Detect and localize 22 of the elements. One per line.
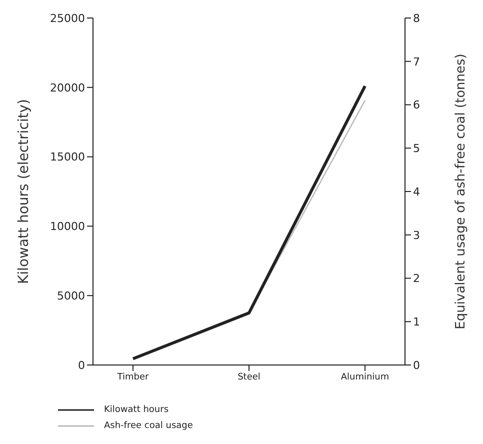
y2-tick-label: 4 xyxy=(413,185,420,198)
x-tick-label: Timber xyxy=(116,372,150,382)
y2-axis-title: Equivalent usage of ash-free coal (tonnes) xyxy=(454,54,469,330)
x-tick-label: Aluminium xyxy=(340,372,390,382)
y2-tick-label: 3 xyxy=(413,228,420,242)
y-tick-label: 20000 xyxy=(50,81,85,94)
y2-tick-label: 2 xyxy=(413,272,420,286)
y2-tick-label: 8 xyxy=(413,12,420,25)
y-tick-label: 0 xyxy=(78,358,85,372)
y2-tick-label: 1 xyxy=(413,316,420,329)
y-tick-label: 25000 xyxy=(50,12,85,25)
x-tick-label: Steel xyxy=(238,372,260,382)
y2-tick-label: 7 xyxy=(413,55,420,68)
y2-tick-label: 5 xyxy=(413,142,420,156)
y-tick-label: 10000 xyxy=(50,220,85,234)
y-tick-label: 5000 xyxy=(57,290,85,303)
legend-label: Kilowatt hours xyxy=(104,405,169,415)
y2-tick-label: 0 xyxy=(413,358,420,372)
y-axis-title: Kilowatt hours (electricity) xyxy=(16,98,32,284)
y2-tick-label: 6 xyxy=(413,98,420,112)
legend-label: Ash-free coal usage xyxy=(104,421,193,431)
y-tick-label: 15000 xyxy=(50,150,85,164)
